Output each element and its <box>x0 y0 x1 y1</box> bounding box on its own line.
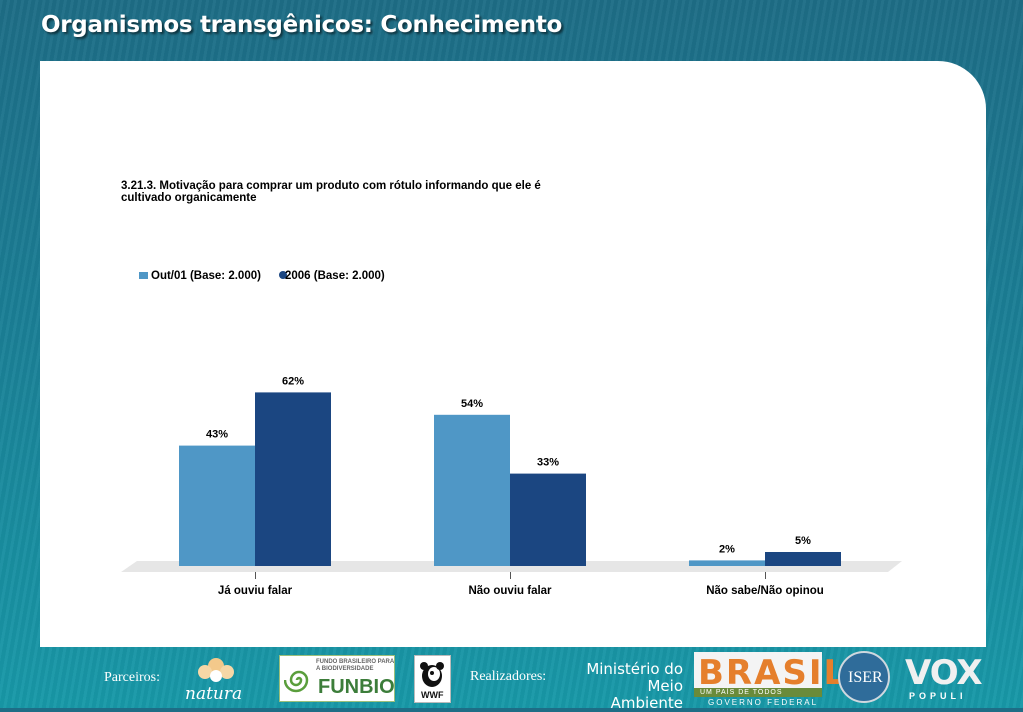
legend-label-1: 2006 (Base: 2.000) <box>285 270 385 282</box>
slide-title: Organismos transgênicos: Conhecimento <box>41 12 563 38</box>
natura-flower-icon <box>198 658 234 682</box>
partners-label: Parceiros: <box>104 670 160 685</box>
funbio-logo: FUNDO BRASILEIRO PARA A BIODIVERSIDADE F… <box>279 655 395 702</box>
brasil-logo: BRASIL UM PAÍS DE TODOS GOVERNO FEDERAL <box>694 652 845 707</box>
legend-marker-1 <box>279 271 287 279</box>
bar-2006-0 <box>255 392 331 566</box>
vox-populi-logo: VOX POPULI <box>905 653 989 705</box>
bar-2006-1 <box>510 473 586 566</box>
brasil-tagline: UM PAÍS DE TODOS <box>700 689 783 696</box>
natura-wordmark: natura <box>185 684 243 704</box>
chart-panel: 3.21.3. Motivação para comprar um produt… <box>40 61 986 647</box>
chart-legend: Out/01 (Base: 2.000) 2006 (Base: 2.000) <box>139 270 385 282</box>
vox-wordmark: VOX <box>905 653 983 693</box>
legend-label-0: Out/01 (Base: 2.000) <box>151 270 261 282</box>
funbio-spiral-icon <box>284 670 309 693</box>
bar-chart: 3.21.3. Motivação para comprar um produt… <box>121 180 902 597</box>
data-label: 62% <box>282 375 304 387</box>
data-label: 54% <box>461 398 483 410</box>
x-tick-label: Não sabe/Não opinou <box>706 585 824 597</box>
brasil-wordmark: BRASIL <box>698 653 848 693</box>
footer-bar: Parceiros: natura FUNDO BRASILEIRO PARA … <box>0 647 1023 712</box>
panda-icon <box>420 662 444 687</box>
ministerio-line-1: Ministério do <box>586 660 683 678</box>
wwf-logo: WWF <box>414 655 451 703</box>
natura-logo: natura <box>183 652 249 706</box>
bar-out01-2 <box>689 560 765 566</box>
data-label: 43% <box>206 429 228 441</box>
funbio-small-text: FUNDO BRASILEIRO PARA A BIODIVERSIDADE <box>316 659 394 672</box>
legend-marker-0 <box>139 272 148 279</box>
vox-populi-sub: POPULI <box>909 691 967 701</box>
chart-title-line-2: cultivado organicamente <box>121 192 256 204</box>
brasil-gov: GOVERNO FEDERAL <box>708 698 819 707</box>
ministerio-logo: Ministério do Meio Ambiente <box>578 660 683 712</box>
x-tick-label: Já ouviu falar <box>218 585 293 597</box>
realizers-label: Realizadores: <box>470 669 547 684</box>
bar-out01-1 <box>434 414 510 566</box>
bar-out01-0 <box>179 445 255 566</box>
iser-wordmark: ISER <box>848 669 883 686</box>
wwf-wordmark: WWF <box>421 690 444 700</box>
data-label: 33% <box>537 457 559 469</box>
data-label: 2% <box>719 543 735 555</box>
bar-2006-2 <box>765 552 841 566</box>
funbio-wordmark: FUNBIO <box>318 676 395 698</box>
iser-logo: ISER <box>838 651 890 703</box>
ministerio-line-2: Meio Ambiente <box>610 677 683 712</box>
data-label: 5% <box>795 535 811 547</box>
chart-title-line-1: 3.21.3. Motivação para comprar um produt… <box>121 180 541 192</box>
x-tick-label: Não ouviu falar <box>468 585 552 597</box>
